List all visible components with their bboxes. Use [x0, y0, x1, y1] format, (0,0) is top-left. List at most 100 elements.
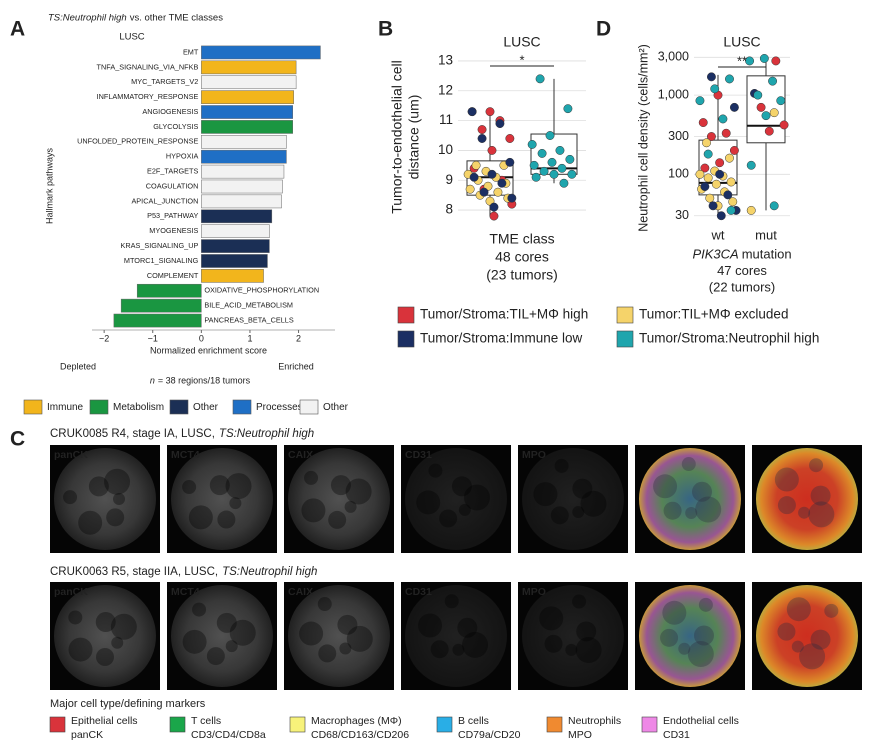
legend-title: Major cell type/defining markers [50, 698, 206, 710]
chart-title: LUSC [503, 34, 540, 50]
tissue-texture [428, 463, 443, 478]
legend-markers: panCK [71, 729, 103, 741]
tissue-texture [217, 510, 236, 529]
point [771, 56, 781, 66]
legend-label: B cells [458, 715, 489, 727]
point [711, 179, 721, 189]
tissue-texture [777, 496, 796, 515]
row-title-italic: TS:Neutrophil high [222, 566, 317, 578]
channel-label: MCT4 [171, 586, 200, 598]
tissue-texture [799, 643, 826, 670]
category-label: GLYCOLYSIS [153, 122, 198, 131]
channel-label: CD31 [405, 449, 432, 461]
x-axis-label: Normalized enrichment score [150, 345, 267, 355]
point [726, 177, 736, 187]
legend-label: Immune [47, 402, 84, 413]
tissue-texture [809, 458, 824, 473]
x-axis-label: TME class [489, 231, 554, 247]
bar [201, 239, 270, 253]
tissue-texture [330, 475, 351, 496]
tissue-texture [685, 506, 698, 519]
point [715, 169, 725, 179]
panel-letter: A [10, 18, 25, 41]
legend-swatch [397, 330, 415, 348]
point [723, 190, 733, 200]
point [489, 202, 499, 212]
y-tick-label: 1,000 [658, 87, 689, 101]
category-label: MYOGENESIS [149, 226, 198, 235]
row-title-italic: TS:Neutrophil high [219, 428, 314, 440]
tissue-texture [678, 642, 691, 655]
text: mutation [742, 246, 792, 261]
tissue-texture [111, 636, 124, 649]
text-italic: PIK3CA [692, 246, 738, 261]
legend-swatch [169, 399, 189, 415]
significance: * [519, 52, 524, 67]
point [507, 193, 517, 203]
tissue [288, 448, 390, 550]
tissue-texture [798, 506, 811, 519]
legend-markers: CD31 [663, 729, 690, 741]
tissue-texture [681, 457, 696, 472]
legend-swatch [23, 399, 43, 415]
tissue-texture [662, 600, 687, 625]
tissue-texture [808, 501, 835, 528]
legend-label: Neutrophils [568, 715, 621, 727]
tissue [405, 448, 507, 550]
tissue-texture [698, 597, 713, 612]
point [567, 169, 577, 179]
tissue-texture [457, 617, 478, 638]
bar [201, 90, 294, 104]
tissue [639, 448, 741, 550]
tissue-texture [346, 625, 373, 652]
bar [201, 105, 293, 119]
tissue-texture [68, 610, 83, 625]
x-tick-label: 0 [199, 333, 204, 343]
category-label: UNFOLDED_PROTEIN_RESPONSE [77, 137, 198, 146]
legend-label: Other [193, 402, 219, 413]
text-italic: n [150, 375, 155, 385]
x-tick-label: wt [711, 227, 725, 242]
tissue-texture [693, 625, 714, 646]
legend-label: Tumor/Stroma:Neutrophil high [639, 331, 819, 346]
tissue-texture [416, 490, 441, 515]
panel-letter: C [10, 428, 25, 451]
point [746, 160, 756, 170]
bar [201, 149, 287, 164]
point [779, 120, 789, 130]
point [505, 134, 515, 143]
point [695, 169, 705, 179]
bar [201, 224, 270, 238]
point [759, 54, 769, 63]
point [477, 125, 487, 135]
x-axis-label: (22 tumors) [709, 279, 775, 294]
point [702, 138, 711, 148]
legend-markers: MPO [568, 729, 592, 741]
row-title: CRUK0085 R4, stage IA, LUSC, [50, 428, 215, 440]
tissue-texture [95, 612, 116, 633]
point [710, 84, 720, 94]
category-label: INFLAMMATORY_RESPONSE [97, 92, 199, 101]
tissue-texture [695, 496, 722, 523]
point [695, 96, 705, 106]
point [726, 205, 736, 215]
tissue-texture [458, 503, 471, 516]
tissue [288, 585, 390, 687]
point [729, 146, 739, 155]
tissue-texture [687, 641, 714, 668]
channel-label: MPO [522, 586, 546, 598]
tissue-texture [78, 510, 103, 535]
legend-swatch [616, 306, 634, 324]
y-tick-label: 3,000 [658, 50, 689, 64]
y-tick-label: 10 [438, 142, 453, 157]
y-tick-label: 30 [675, 208, 689, 222]
x-axis-label: 48 cores [495, 249, 549, 265]
subtitle: LUSC [119, 32, 144, 43]
category-label: BILE_ACID_METABOLISM [204, 301, 293, 310]
point [725, 153, 734, 163]
x-axis-label: 47 cores [717, 263, 767, 278]
point [756, 102, 766, 112]
tissue-texture [96, 648, 114, 666]
